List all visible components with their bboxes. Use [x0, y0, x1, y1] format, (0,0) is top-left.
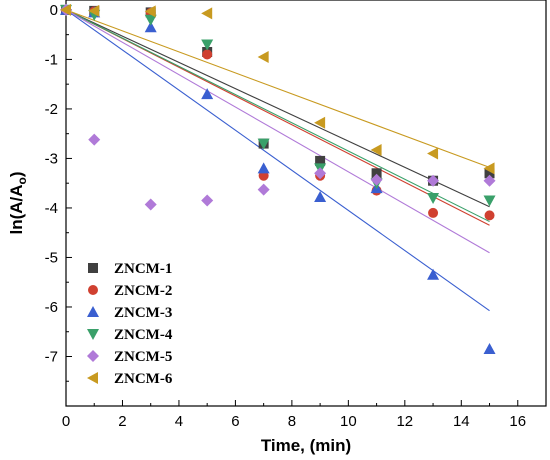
data-point-zncm-1	[484, 168, 495, 179]
y-tick-label: -4	[45, 200, 58, 217]
fit-line-zncm-5	[65, 9, 490, 254]
x-tick-label: 2	[118, 413, 126, 430]
legend-label-zncm-6: ZNCM-6	[114, 371, 173, 387]
data-point-zncm-3	[314, 191, 327, 203]
fit-line-zncm-4	[65, 9, 490, 223]
data-point-zncm-5	[427, 174, 440, 187]
x-tick-label: 12	[396, 413, 413, 430]
x-tick-label: 0	[62, 413, 70, 430]
fit-line-zncm-3	[65, 9, 490, 312]
data-point-zncm-6	[88, 4, 100, 17]
legend-label-zncm-4: ZNCM-4	[114, 327, 173, 343]
legend-marker-zncm-2	[88, 285, 98, 295]
data-point-zncm-3	[201, 88, 214, 100]
plot-frame	[65, 0, 547, 407]
data-point-zncm-6	[427, 147, 439, 160]
data-point-zncm-4	[257, 138, 270, 150]
legend-marker-zncm-6	[87, 372, 98, 384]
y-tick-label: -5	[45, 249, 58, 266]
data-point-zncm-3	[483, 343, 496, 355]
legend-label-zncm-2: ZNCM-2	[114, 283, 172, 299]
data-point-zncm-6	[201, 7, 213, 20]
legend-label-zncm-1: ZNCM-1	[114, 261, 172, 277]
data-point-zncm-2	[428, 207, 439, 218]
data-point-zncm-5	[201, 194, 214, 207]
data-point-zncm-3	[144, 21, 157, 33]
fit-line-zncm-6	[65, 9, 490, 168]
data-point-zncm-3	[427, 268, 440, 280]
x-tick-label: 10	[340, 413, 357, 430]
data-point-zncm-5	[483, 174, 496, 187]
data-point-zncm-2	[484, 210, 495, 221]
data-point-zncm-5	[257, 183, 270, 196]
legend-label-zncm-3: ZNCM-3	[114, 305, 172, 321]
data-point-zncm-1	[315, 155, 326, 166]
data-point-zncm-4	[483, 195, 496, 207]
y-tick-label: -6	[45, 299, 58, 316]
legend-marker-zncm-1	[88, 263, 98, 273]
x-tick-label: 4	[175, 413, 183, 430]
fit-line-zncm-1	[65, 9, 490, 208]
data-point-zncm-5	[314, 167, 327, 180]
legend: ZNCM-1 ZNCM-2 ZNCM-3 ZNCM-4 ZNCM-5 ZNCM-6	[87, 261, 173, 387]
x-tick-label: 14	[453, 413, 470, 430]
data-point-zncm-4	[144, 14, 157, 26]
data-point-zncm-6	[144, 5, 156, 18]
data-point-zncm-3	[257, 162, 270, 174]
x-tick-label: 8	[288, 413, 296, 430]
data-point-zncm-6	[370, 144, 382, 157]
x-tick-label: 6	[231, 413, 239, 430]
y-tick-label: -1	[45, 51, 58, 68]
legend-label-zncm-5: ZNCM-5	[114, 349, 172, 365]
fit-line-zncm-2	[65, 9, 490, 226]
legend-marker-zncm-3	[87, 306, 99, 317]
data-point-zncm-6	[483, 162, 495, 175]
data-point-zncm-1	[371, 168, 382, 179]
x-tick-label: 16	[509, 413, 526, 430]
y-tick-label: -7	[45, 348, 58, 365]
legend-marker-zncm-4	[87, 329, 99, 340]
data-point-zncm-2	[202, 49, 213, 60]
data-point-zncm-6	[257, 50, 269, 63]
data-point-zncm-5	[88, 133, 101, 146]
data-point-zncm-6	[314, 116, 326, 129]
x-axis-title: Time, (min)	[261, 436, 351, 455]
y-axis-title: ln(A/Ao)	[7, 171, 29, 234]
data-point-zncm-4	[427, 193, 440, 205]
legend-marker-zncm-5	[87, 350, 99, 362]
data-point-zncm-6	[60, 3, 71, 16]
data-point-zncm-5	[370, 173, 383, 186]
data-point-zncm-4	[201, 39, 214, 51]
y-tick-label: 0	[50, 2, 58, 19]
data-point-zncm-5	[144, 198, 157, 211]
y-tick-label: -3	[45, 150, 58, 167]
y-tick-label: -2	[45, 101, 58, 118]
